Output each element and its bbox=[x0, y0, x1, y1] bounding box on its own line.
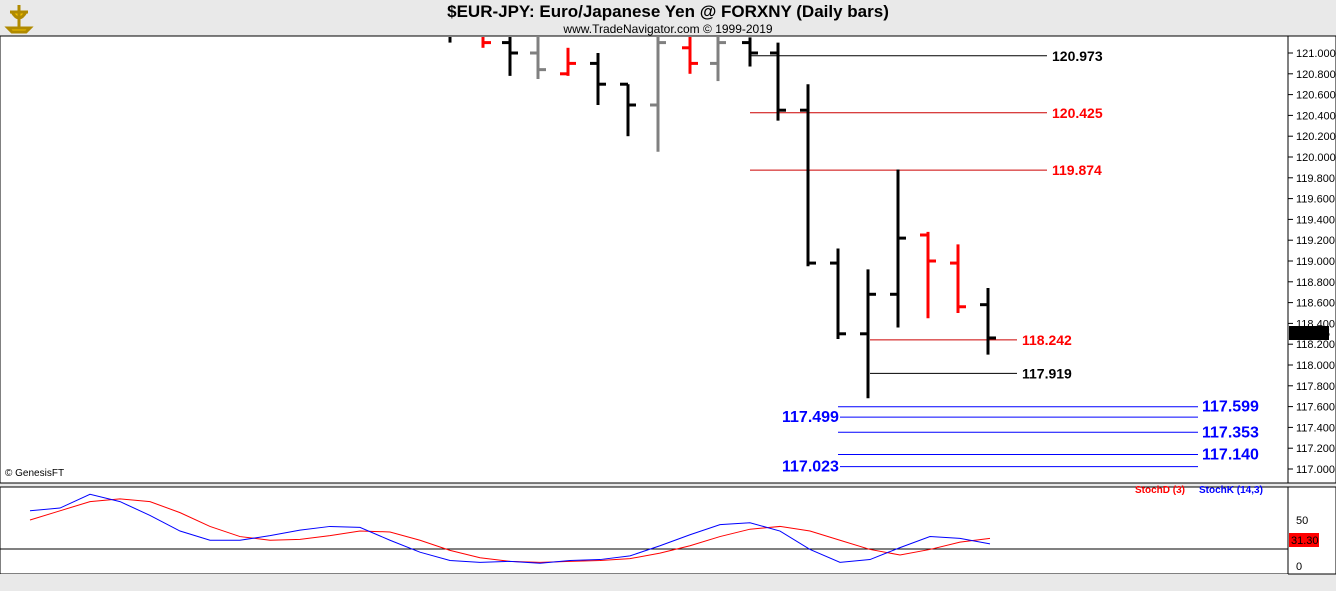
level-label: 117.599 bbox=[1202, 399, 1259, 416]
stoch-tick-label: 0 bbox=[1296, 561, 1302, 573]
price-tick-label: 118.000 bbox=[1296, 360, 1335, 372]
price-tick-label: 120.200 bbox=[1296, 131, 1336, 143]
stoch-last-label: 31.30 bbox=[1291, 535, 1319, 547]
indicator-panel bbox=[0, 486, 1289, 575]
level-label: 120.425 bbox=[1052, 105, 1103, 121]
price-panel bbox=[0, 35, 1289, 484]
price-tick-label: 119.800 bbox=[1296, 173, 1335, 185]
price-tick-label: 121.000 bbox=[1296, 48, 1336, 60]
level-label: 118.242 bbox=[1022, 332, 1072, 348]
price-tick-label: 118.600 bbox=[1296, 298, 1335, 310]
price-tick-label: 120.000 bbox=[1296, 152, 1336, 164]
stoch-line bbox=[29, 493, 991, 564]
price-tick-label: 120.800 bbox=[1296, 69, 1336, 81]
stoch-last-box bbox=[1289, 533, 1319, 547]
level-label: 119.874 bbox=[1052, 162, 1102, 178]
price-tick-label: 117.800 bbox=[1296, 381, 1335, 393]
horizontal-scrollbar[interactable] bbox=[0, 574, 1288, 591]
price-tick-label: 117.600 bbox=[1296, 402, 1335, 414]
level-label: 120.973 bbox=[1052, 48, 1103, 64]
stochk-legend: StochK (14,3) bbox=[1199, 485, 1263, 496]
genesis-watermark: © GenesisFT bbox=[5, 468, 65, 479]
price-tick-label: 119.400 bbox=[1296, 214, 1335, 226]
stoch-tick-label: 50 bbox=[1296, 515, 1308, 527]
price-axis bbox=[1287, 35, 1336, 484]
last-price-label: 118.285 bbox=[1291, 328, 1330, 340]
price-tick-label: 117.200 bbox=[1296, 443, 1335, 455]
stochd-legend: StochD (3) bbox=[1135, 485, 1185, 496]
price-tick-label: 118.800 bbox=[1296, 277, 1335, 289]
level-label: 117.140 bbox=[1202, 446, 1259, 463]
genesis-logo-icon bbox=[4, 2, 34, 34]
level-label: 117.499 bbox=[782, 409, 839, 426]
price-tick-label: 117.400 bbox=[1296, 422, 1335, 434]
price-tick-label: 120.600 bbox=[1296, 90, 1336, 102]
chart-subtitle: www.TradeNavigator.com © 1999-2019 bbox=[563, 22, 773, 36]
price-tick-label: 118.200 bbox=[1296, 339, 1335, 351]
level-label: 117.023 bbox=[782, 459, 839, 476]
price-tick-label: 119.600 bbox=[1296, 194, 1335, 206]
price-tick-label: 119.000 bbox=[1296, 256, 1335, 268]
level-label: 117.919 bbox=[1022, 365, 1072, 381]
last-price-box bbox=[1289, 326, 1329, 340]
level-label: 117.353 bbox=[1202, 424, 1259, 441]
chart-title: $EUR-JPY: Euro/Japanese Yen @ FORXNY (Da… bbox=[447, 2, 889, 21]
indicator-axis bbox=[1287, 486, 1336, 575]
price-tick-label: 119.200 bbox=[1296, 235, 1335, 247]
price-tick-label: 117.000 bbox=[1296, 464, 1335, 476]
price-tick-label: 120.400 bbox=[1296, 110, 1336, 122]
